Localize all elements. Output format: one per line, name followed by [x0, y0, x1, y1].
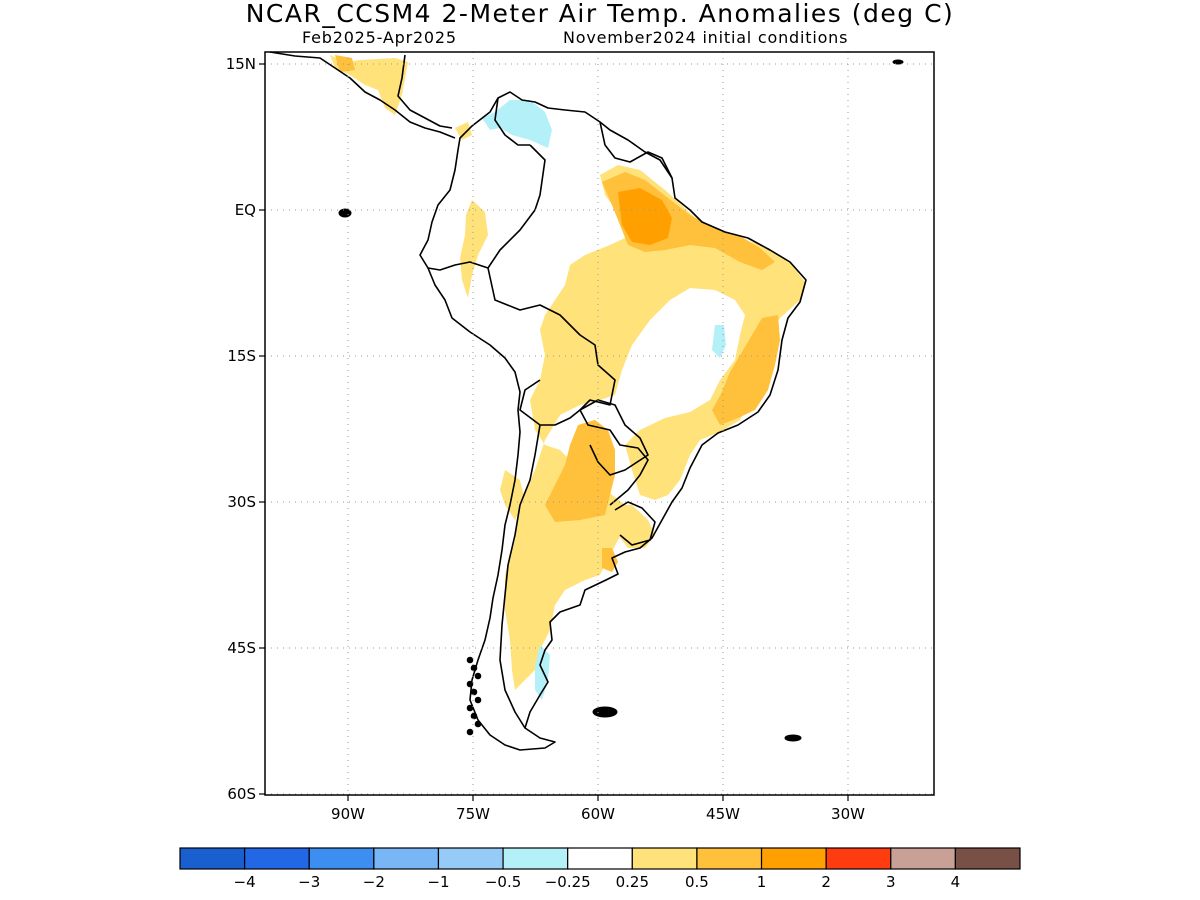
- colorbar-swatch: [760, 847, 827, 870]
- paraguay-border: [579, 399, 649, 476]
- brazil-border: [487, 144, 649, 506]
- chile-archipelago-island: [466, 656, 474, 664]
- south-georgia: [784, 734, 802, 742]
- anomaly-area-cool-brazil: [712, 325, 726, 358]
- anomaly-area-strong-east-brazil: [712, 315, 780, 425]
- chile-archipelago-island: [470, 688, 478, 696]
- latitude-label: 15N: [226, 55, 256, 73]
- colorbar-label: 0.5: [685, 873, 709, 891]
- anomaly-area-cool-venezuela: [482, 100, 552, 148]
- anomaly-area-peak-amazon: [618, 188, 672, 245]
- longitude-label: 90W: [331, 805, 365, 823]
- colorbar-swatch: [244, 847, 310, 870]
- colorbar-label: −0.5: [485, 873, 521, 891]
- map-title: NCAR_CCSM4 2-Meter Air Temp. Anomalies (…: [245, 0, 955, 28]
- anomaly-area-warm-colombia: [455, 122, 472, 140]
- chile-archipelago-island: [470, 664, 478, 672]
- coastlines-and-borders: [269, 51, 904, 751]
- chile-archipelago-island: [474, 720, 482, 728]
- colorbar-swatch: [696, 847, 763, 870]
- anomaly-area-strong-central-america: [335, 55, 355, 72]
- colorbar-swatch: [567, 847, 633, 870]
- chile-archipelago-island: [474, 672, 482, 680]
- colorbar-swatch: [437, 847, 504, 870]
- colorbar-label: 0.25: [616, 873, 649, 891]
- colorbar-label: −1: [427, 873, 449, 891]
- colorbar-label: −3: [298, 873, 320, 891]
- colorbar-label: −0.25: [545, 873, 591, 891]
- colorbar-swatch: [890, 847, 956, 870]
- longitude-label: 45W: [706, 805, 740, 823]
- central-america-caribbean-coast: [397, 54, 453, 129]
- colorbar-swatch: [825, 847, 892, 870]
- colorbar-swatch: [631, 847, 698, 870]
- chile-archipelago-island: [470, 712, 478, 720]
- chile-archipelago-island: [466, 680, 474, 688]
- latitude-label: 60S: [227, 785, 256, 803]
- anomaly-area-strong-patagonia: [602, 548, 618, 572]
- chile-argentina-border: [499, 424, 541, 729]
- initial-conditions: November2024 initial conditions: [563, 28, 849, 47]
- trindade-island: [892, 59, 904, 65]
- latitude-labels: 15N EQ 15S 30S 45S 60S: [226, 55, 265, 803]
- uruguay-border: [614, 501, 656, 546]
- colorbar-label: 2: [821, 873, 831, 891]
- anomaly-shading: [330, 55, 805, 700]
- anomaly-area-warm-andes-north: [460, 200, 488, 298]
- longitude-label: 75W: [456, 805, 490, 823]
- falklands-islands: [592, 706, 618, 718]
- colorbar-swatch: [954, 847, 1021, 870]
- anomaly-area-warm-southern-brazil: [615, 505, 655, 548]
- latitude-label: 30S: [227, 493, 256, 511]
- colombia-venezuela-border: [494, 97, 530, 146]
- colorbar-swatch: [179, 847, 246, 870]
- chile-archipelago-island: [466, 704, 474, 712]
- central-america-coastline: [269, 51, 456, 139]
- colorbar-label: −2: [363, 873, 385, 891]
- colorbar-label: 4: [951, 873, 961, 891]
- colorbar-label: 1: [757, 873, 767, 891]
- guianas-border: [599, 121, 673, 179]
- longitude-label: 60W: [581, 805, 615, 823]
- colorbar-swatch: [308, 847, 375, 870]
- latitude-label: 45S: [227, 639, 256, 657]
- anomaly-area-cool-chile: [535, 645, 550, 700]
- forecast-period: Feb2025-Apr2025: [302, 28, 457, 47]
- longitude-labels: 90W 75W 60W 45W 30W: [331, 795, 865, 823]
- chile-archipelago-island: [466, 728, 474, 736]
- colorbar: −4 −3 −2 −1 −0.5 −0.25 0.25 0.5 1 2 3 4: [179, 847, 1021, 891]
- andes-border: [427, 261, 489, 271]
- longitude-label: 30W: [831, 805, 865, 823]
- latitude-label: EQ: [235, 201, 256, 219]
- latitude-label: 15S: [227, 347, 256, 365]
- colorbar-swatch: [373, 847, 440, 870]
- map-frame: [264, 51, 935, 796]
- colorbar-label: 3: [886, 873, 896, 891]
- colorbar-label: −4: [234, 873, 256, 891]
- anomaly-area-warm-northeast: [505, 165, 805, 690]
- colorbar-swatch: [502, 847, 569, 870]
- south-america-coastline: [419, 91, 807, 751]
- chile-archipelago-island: [474, 696, 482, 704]
